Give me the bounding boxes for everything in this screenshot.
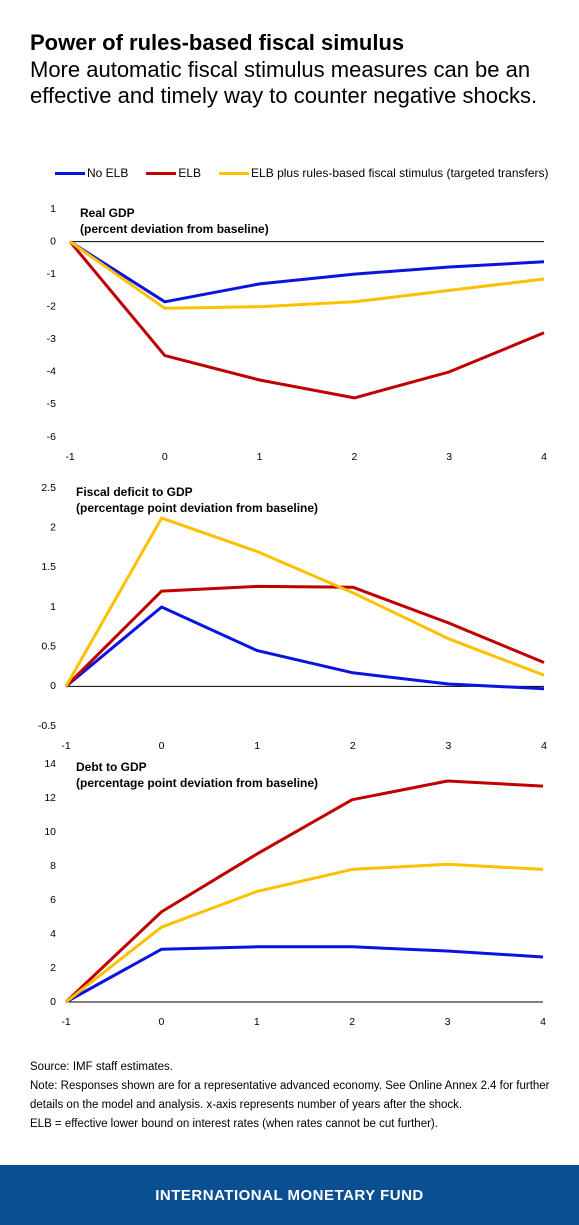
legend-label-elb-fiscal: ELB plus rules-based fiscal stimulus (ta… — [251, 166, 549, 180]
legend-item-elb-fiscal: ELB plus rules-based fiscal stimulus (ta… — [219, 166, 549, 180]
footer-banner: INTERNATIONAL MONETARY FUND — [0, 1165, 579, 1225]
chart-notes: Source: IMF staff estimates. Note: Respo… — [30, 1058, 550, 1134]
legend-swatch-elb-fiscal — [219, 171, 250, 175]
chart-real-gdp-y-tick-label: -6 — [47, 431, 56, 443]
charts-canvas: Real GDP (percent deviation from baseline… — [38, 203, 547, 1028]
chart-debt-to-gdp-x-tick-label: 1 — [254, 1016, 260, 1028]
chart-fiscal-deficit-to-gdp-x-tick-label: 4 — [541, 740, 547, 752]
chart-debt-to-gdp: Debt to GDP (percentage point deviation f… — [44, 758, 546, 1028]
legend-swatch-elb — [146, 171, 177, 175]
chart-real-gdp-y-tick-label: 1 — [50, 203, 56, 215]
chart-debt-to-gdp-y-tick-label: 0 — [50, 996, 56, 1008]
chart-real-gdp-subtitle: (percent deviation from baseline) — [80, 222, 269, 236]
methodology-note: Note: Responses shown are for a represen… — [30, 1080, 550, 1111]
chart-real-gdp-y-tick-label: -1 — [47, 268, 56, 280]
legend-item-elb: ELB — [146, 166, 201, 180]
chart-fiscal-deficit-to-gdp-y-tick-label: 1 — [50, 601, 56, 613]
chart-debt-to-gdp-x-tick-label: 0 — [158, 1016, 164, 1028]
chart-real-gdp-title: Real GDP — [80, 206, 135, 220]
page-title: Power of rules-based fiscal simulus — [30, 30, 405, 55]
chart-fiscal-deficit-to-gdp-subtitle: (percentage point deviation from baselin… — [76, 501, 318, 515]
chart-fiscal-deficit-to-gdp-y-tick-label: 2.5 — [41, 482, 56, 494]
page-subtitle: More automatic fiscal stimulus measures … — [30, 57, 538, 108]
chart-real-gdp-y-tick-label: -2 — [47, 300, 56, 312]
chart-fiscal-deficit-to-gdp-title: Fiscal deficit to GDP — [76, 485, 193, 499]
legend-swatch-no-elb — [55, 171, 85, 175]
source-note: Source: IMF staff estimates. — [30, 1061, 173, 1073]
chart-fiscal-deficit-to-gdp-x-tick-label: 1 — [254, 740, 260, 752]
chart-fiscal-deficit-to-gdp-series-elb — [64, 584, 545, 688]
chart-fiscal-deficit-to-gdp-y-tick-label: 0 — [50, 680, 56, 692]
elb-definition-note: ELB = effective lower bound on interest … — [30, 1118, 438, 1130]
chart-debt-to-gdp-y-tick-label: 12 — [44, 792, 56, 804]
chart-debt-to-gdp-y-tick-label: 8 — [50, 860, 56, 872]
chart-real-gdp-x-tick-label: 2 — [351, 451, 357, 463]
legend-item-no-elb: No ELB — [55, 166, 128, 180]
chart-real-gdp-x-tick-label: 1 — [257, 451, 263, 463]
chart-legend: No ELB ELB ELB plus rules-based fiscal s… — [55, 164, 567, 182]
chart-real-gdp-y-tick-label: 0 — [50, 235, 56, 247]
chart-real-gdp-series-elb-plus-rules-based-fiscal-stimulus-targeted-transfers — [69, 240, 545, 310]
chart-real-gdp-y-tick-label: -3 — [47, 333, 56, 345]
chart-fiscal-deficit-to-gdp-x-tick-label: 0 — [159, 740, 165, 752]
chart-debt-to-gdp-series-elb-plus-rules-based-fiscal-stimulus-targeted-transfers — [65, 862, 544, 1004]
chart-fiscal-deficit-to-gdp-y-tick-label: -0.5 — [38, 720, 56, 732]
chart-debt-to-gdp-series-no-elb — [65, 945, 544, 1004]
chart-real-gdp: Real GDP (percent deviation from baseline… — [47, 203, 547, 463]
chart-debt-to-gdp-series-elb — [64, 779, 544, 1004]
chart-fiscal-deficit-to-gdp-series-elb-plus-rules-based-fiscal-stimulus-targeted-transfers — [64, 516, 545, 688]
chart-real-gdp-x-tick-label: 0 — [162, 451, 168, 463]
chart-debt-to-gdp-y-tick-label: 6 — [50, 894, 56, 906]
chart-fiscal-deficit-to-gdp-y-tick-label: 2 — [50, 521, 56, 533]
chart-fiscal-deficit-to-gdp-x-tick-label: -1 — [61, 740, 70, 752]
chart-fiscal-deficit-to-gdp-y-tick-label: 0.5 — [41, 640, 56, 652]
chart-fiscal-deficit-to-gdp-y-tick-label: 1.5 — [41, 561, 56, 573]
legend-label-elb: ELB — [178, 166, 202, 180]
chart-debt-to-gdp-y-tick-label: 14 — [44, 758, 56, 770]
chart-debt-to-gdp-x-tick-label: 4 — [540, 1016, 546, 1028]
chart-real-gdp-y-tick-label: -4 — [47, 366, 56, 378]
chart-fiscal-deficit-to-gdp-series-no-elb — [65, 605, 545, 691]
chart-debt-to-gdp-y-tick-label: 4 — [50, 928, 56, 940]
chart-debt-to-gdp-y-tick-label: 10 — [44, 826, 56, 838]
chart-debt-to-gdp-x-tick-label: 3 — [445, 1016, 451, 1028]
chart-debt-to-gdp-title: Debt to GDP — [76, 760, 147, 774]
chart-debt-to-gdp-x-tick-label: -1 — [61, 1016, 70, 1028]
legend-label-no-elb: No ELB — [87, 166, 129, 180]
chart-real-gdp-y-tick-label: -5 — [47, 398, 56, 410]
chart-debt-to-gdp-x-tick-label: 2 — [349, 1016, 355, 1028]
chart-debt-to-gdp-y-tick-label: 2 — [50, 962, 56, 974]
chart-real-gdp-x-tick-label: -1 — [65, 451, 74, 463]
chart-real-gdp-series-elb — [68, 240, 545, 400]
chart-real-gdp-x-tick-label: 3 — [446, 451, 452, 463]
chart-fiscal-deficit-to-gdp: Fiscal deficit to GDP (percentage point d… — [38, 482, 547, 752]
chart-real-gdp-x-tick-label: 4 — [541, 451, 547, 463]
chart-real-gdp-series-no-elb — [69, 240, 545, 304]
chart-fiscal-deficit-to-gdp-x-tick-label: 3 — [445, 740, 451, 752]
chart-debt-to-gdp-subtitle: (percentage point deviation from baselin… — [76, 776, 318, 790]
footer-org-name: INTERNATIONAL MONETARY FUND — [155, 1186, 424, 1204]
chart-fiscal-deficit-to-gdp-x-tick-label: 2 — [350, 740, 356, 752]
